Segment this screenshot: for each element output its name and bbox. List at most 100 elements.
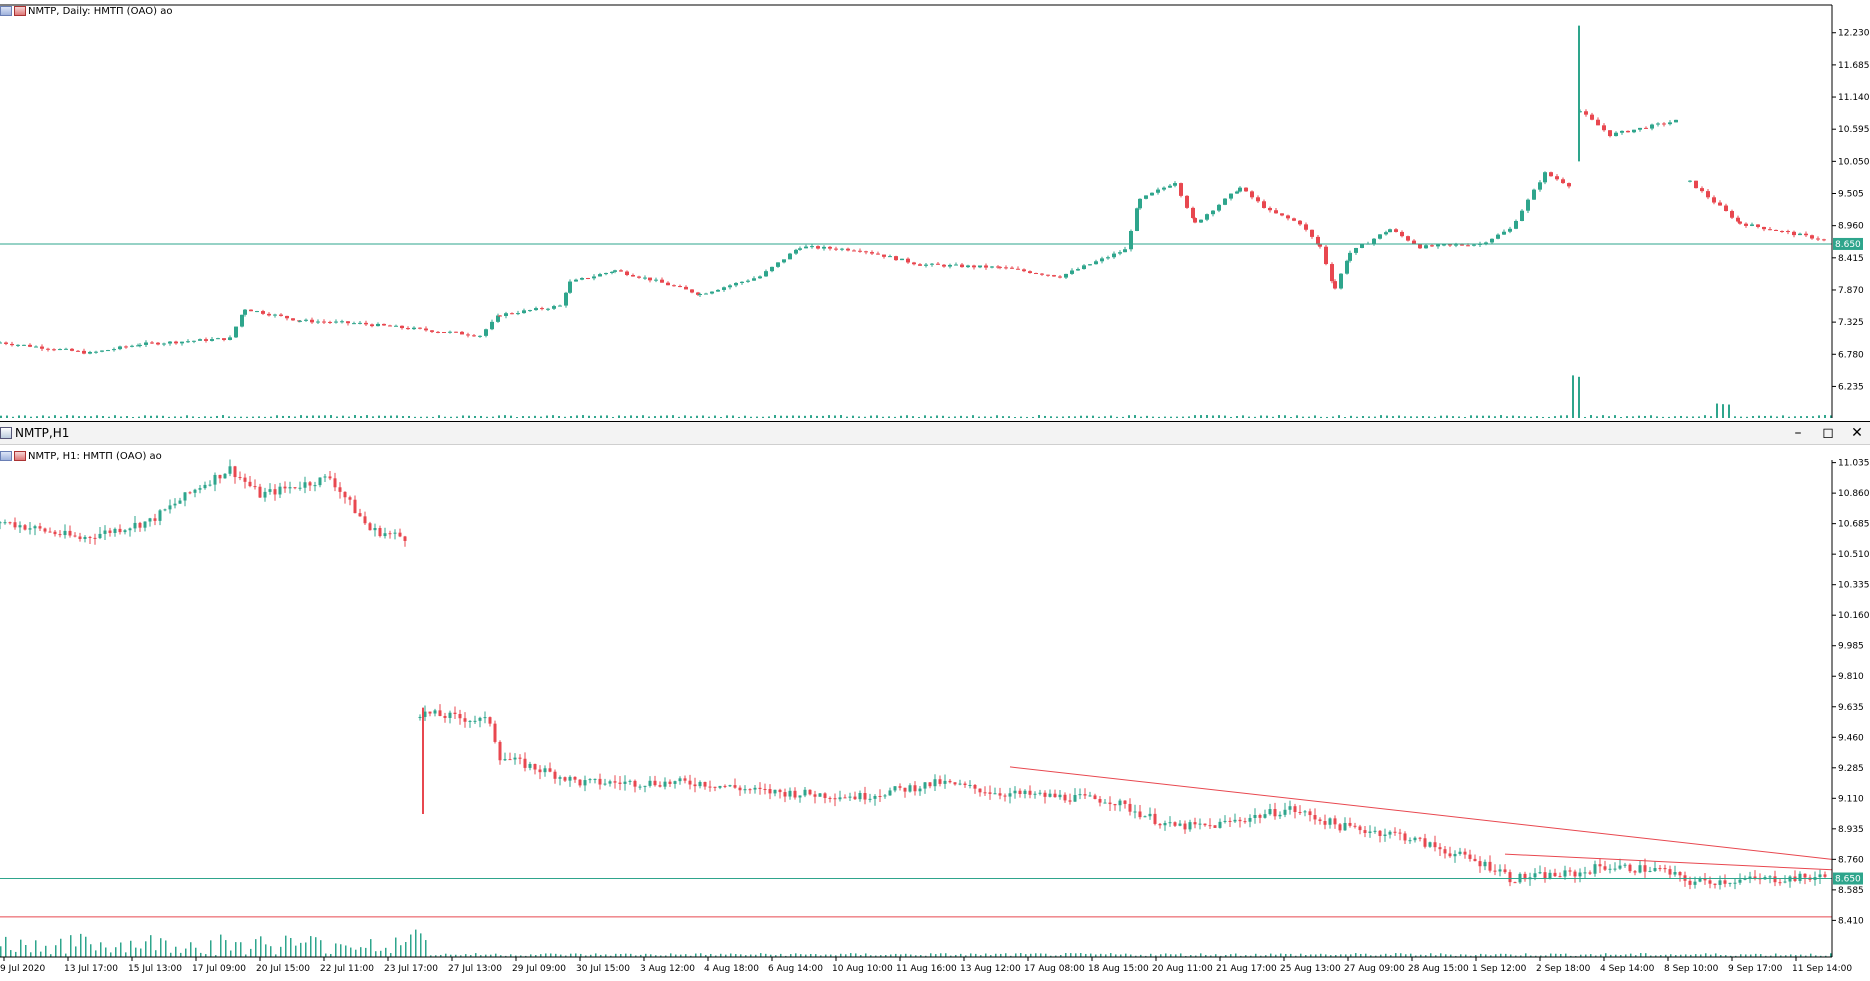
daily-volume-bar — [1320, 416, 1322, 418]
daily-volume-bar — [768, 416, 770, 418]
daily-volume-bar — [1410, 416, 1412, 418]
h1-candle — [1253, 814, 1257, 818]
h1-volume-bar — [905, 953, 907, 957]
daily-candle — [255, 311, 259, 313]
daily-candle — [210, 339, 214, 341]
h1-volume-bar — [1230, 954, 1232, 957]
h1-volume-bar — [245, 954, 247, 957]
h1-candle — [1773, 876, 1777, 883]
daily-volume-bar — [1110, 415, 1112, 418]
h1-volume-bar — [1040, 953, 1042, 957]
daily-candle — [696, 292, 700, 295]
daily-candle — [1022, 269, 1026, 272]
h1-volume-bar — [660, 955, 662, 957]
daily-volume-bar — [48, 416, 50, 418]
h1-candle — [773, 789, 777, 794]
daily-candle — [46, 348, 50, 350]
h1-candle — [1083, 794, 1087, 796]
daily-volume-bar — [1728, 404, 1730, 418]
daily-volume-bar — [528, 416, 530, 418]
daily-volume-bar — [78, 416, 80, 418]
h1-window-title: NMTP,H1 — [15, 426, 70, 440]
h1-volume-bar — [1170, 954, 1172, 957]
h1-volume-bar — [1010, 955, 1012, 957]
daily-candle — [592, 276, 596, 279]
daily-candle — [1596, 119, 1600, 126]
h1-volume-bar — [1160, 954, 1162, 957]
h1-candle — [308, 482, 312, 486]
h1-candle — [828, 797, 832, 799]
daily-price-label: 10.595 — [1838, 125, 1870, 135]
h1-candle — [1688, 880, 1692, 885]
h1-candle — [418, 716, 422, 718]
daily-candle — [1191, 207, 1195, 218]
h1-candle — [568, 776, 572, 781]
daily-volume-bar — [786, 415, 788, 418]
daily-volume-bar — [1638, 415, 1640, 418]
daily-candle — [1816, 238, 1820, 240]
h1-candle — [1133, 811, 1137, 813]
daily-candle — [764, 271, 768, 277]
h1-candle — [313, 485, 317, 487]
daily-volume-bar — [498, 415, 500, 418]
daily-volume-bar — [714, 415, 716, 418]
h1-candle — [998, 793, 1002, 796]
h1-volume-bar — [1545, 955, 1547, 957]
daily-volume-bar — [858, 416, 860, 418]
h1-volume-bar — [1125, 953, 1127, 957]
h1-candle — [293, 487, 297, 489]
daily-candle — [1318, 244, 1322, 247]
h1-window-titlebar[interactable]: NMTP,H1 – ◻ ✕ — [0, 422, 1870, 445]
h1-volume-bar — [190, 942, 192, 957]
daily-candle — [698, 294, 702, 296]
maximize-button[interactable]: ◻ — [1822, 425, 1834, 441]
h1-candle — [213, 474, 217, 485]
daily-price-label: 7.325 — [1838, 318, 1864, 328]
h1-candle — [1023, 790, 1027, 794]
h1-volume-bar — [230, 950, 232, 957]
daily-caption-text: NMTP, Daily: НМТП (ОАО) ао — [28, 5, 173, 17]
h1-volume-bar — [1440, 953, 1442, 957]
daily-candle — [858, 250, 862, 252]
daily-price-chart[interactable]: 12.230 11.685 11.140 10.595 10.050 9.505 8.960… — [0, 0, 1870, 421]
daily-candle — [192, 340, 196, 342]
close-button[interactable]: ✕ — [1851, 425, 1863, 441]
h1-candle — [203, 484, 207, 489]
daily-volume-bar — [114, 415, 116, 418]
daily-candle — [1400, 231, 1404, 237]
daily-volume-bar — [1062, 416, 1064, 418]
h1-volume-bar — [1050, 955, 1052, 957]
daily-candle — [472, 335, 476, 337]
h1-volume-bar — [845, 954, 847, 957]
h1-volume-bar — [1365, 953, 1367, 957]
daily-candle — [504, 313, 508, 316]
minimize-button[interactable]: – — [1794, 425, 1802, 441]
h1-candle — [23, 525, 27, 530]
daily-candle — [358, 322, 362, 324]
h1-volume-bar — [1735, 955, 1737, 957]
daily-volume-bar — [1800, 416, 1802, 418]
h1-volume-bar — [1015, 953, 1017, 957]
h1-candle — [618, 782, 622, 784]
h1-candle — [1498, 869, 1502, 872]
daily-volume-bar — [822, 415, 824, 418]
h1-candle — [1218, 821, 1222, 828]
h1-volume-bar — [1305, 955, 1307, 957]
h1-chart-window[interactable]: NMTP,H1 – ◻ ✕ NMTP, H1: НМТП (ОАО) ао 11… — [0, 422, 1870, 981]
daily-candle — [388, 325, 392, 327]
daily-candle — [1238, 187, 1242, 192]
h1-candle — [148, 518, 152, 522]
daily-volume-bar — [1782, 415, 1784, 418]
daily-volume-bar — [12, 416, 14, 418]
daily-volume-bar — [264, 416, 266, 418]
daily-candle — [678, 286, 682, 288]
h1-volume-bar — [1285, 953, 1287, 957]
h1-candle — [1148, 813, 1152, 817]
h1-price-chart[interactable]: 11.035 10.860 10.685 10.510 10.335 10.160 9.98… — [0, 422, 1870, 981]
daily-volume-bar — [468, 415, 470, 418]
h1-volume-bar — [280, 946, 282, 957]
daily-volume-bar — [954, 416, 956, 418]
h1-candle — [1108, 802, 1112, 805]
h1-volume-bar — [1650, 955, 1652, 957]
daily-chart-window[interactable]: NMTP, Daily: НМТП (ОАО) ао 12.230 11.685 1… — [0, 0, 1870, 422]
